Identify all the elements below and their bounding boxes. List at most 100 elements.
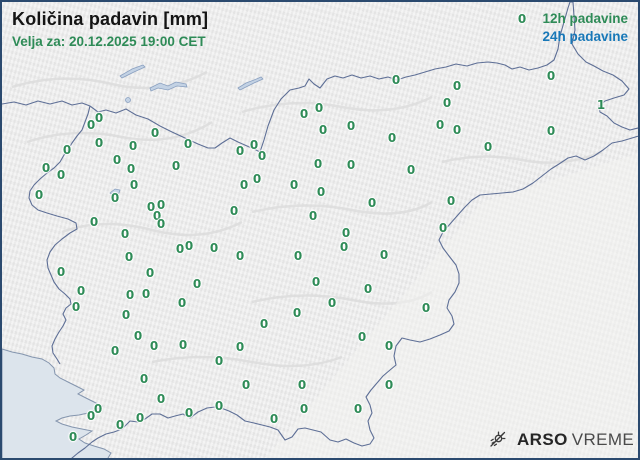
station-value-marker: 0 [150,126,160,140]
station-value-marker: 0 [452,123,462,137]
lakes [109,64,264,196]
station-value-marker: 0 [318,123,328,137]
station-value-marker: 0 [120,227,130,241]
page-title: Količina padavin [mm] [12,9,209,29]
station-value-marker: 1 [596,98,606,112]
station-value-marker: 0 [257,149,267,163]
station-value-marker: 0 [435,118,445,132]
station-value-marker: 0 [446,194,456,208]
station-value-marker: 0 [299,402,309,416]
station-value-marker: 0 [41,161,51,175]
station-value-marker: 0 [124,250,134,264]
station-value-marker: 0 [452,79,462,93]
legend-item-24h[interactable]: 24h padavine [542,29,628,45]
station-value-marker: 0 [89,215,99,229]
station-value-marker: 0 [367,196,377,210]
station-value-marker: 0 [34,188,44,202]
station-value-marker: 0 [110,344,120,358]
station-value-marker: 0 [314,101,324,115]
station-value-marker: 0 [517,12,527,26]
station-value-marker: 0 [184,406,194,420]
station-value-marker: 0 [129,178,139,192]
station-value-marker: 0 [110,191,120,205]
station-value-marker: 0 [391,73,401,87]
station-value-marker: 0 [346,119,356,133]
station-value-marker: 0 [438,221,448,235]
station-value-marker: 0 [357,330,367,344]
station-value-marker: 0 [112,153,122,167]
station-value-marker: 0 [178,338,188,352]
station-value-marker: 0 [235,249,245,263]
station-value-marker: 0 [214,399,224,413]
station-value-marker: 0 [156,198,166,212]
station-value-marker: 0 [145,266,155,280]
station-value-marker: 0 [214,354,224,368]
station-value-marker: 0 [308,209,318,223]
station-value-marker: 0 [93,402,103,416]
station-value-marker: 0 [353,402,363,416]
station-value-marker: 0 [115,418,125,432]
station-value-marker: 0 [135,411,145,425]
station-value-marker: 0 [68,430,78,444]
station-value-marker: 0 [156,392,166,406]
terrain-shading [11,70,603,368]
station-value-marker: 0 [125,288,135,302]
station-value-marker: 0 [141,287,151,301]
border-slovenia-west [28,105,91,365]
arso-vreme-logo[interactable]: ARSO VREME [488,430,634,450]
legend: 12h padavine 24h padavine [542,10,628,46]
station-value-marker: 0 [341,226,351,240]
station-value-marker: 0 [71,300,81,314]
station-value-marker: 0 [316,185,326,199]
station-value-marker: 0 [229,204,239,218]
station-value-marker: 0 [184,239,194,253]
station-value-marker: 0 [86,409,96,423]
station-value-marker: 0 [56,168,66,182]
station-value-marker: 0 [183,137,193,151]
station-value-marker: 0 [192,277,202,291]
station-value-marker: 0 [241,378,251,392]
station-value-marker: 0 [76,284,86,298]
station-value-marker: 0 [387,131,397,145]
station-value-marker: 0 [311,275,321,289]
station-value-marker: 0 [209,241,219,255]
border-slovenia-main [71,2,638,458]
station-value-marker: 0 [442,96,452,110]
station-value-marker: 0 [259,317,269,331]
station-value-marker: 0 [177,296,187,310]
legend-item-12h[interactable]: 12h padavine [542,11,628,26]
station-value-marker: 0 [133,329,143,343]
brand-bold: ARSO [517,430,568,449]
station-value-marker: 0 [483,140,493,154]
station-value-marker: 0 [94,136,104,150]
station-value-marker: 0 [171,159,181,173]
station-value-marker: 0 [327,296,337,310]
station-value-marker: 0 [313,157,323,171]
station-value-marker: 0 [139,372,149,386]
sun-rain-icon [490,431,506,447]
station-value-marker: 0 [292,306,302,320]
station-value-marker: 0 [421,301,431,315]
station-value-marker: 0 [86,118,96,132]
station-value-marker: 0 [152,209,162,223]
station-value-marker: 0 [235,144,245,158]
station-value-marker: 0 [156,217,166,231]
station-value-marker: 0 [121,308,131,322]
station-value-marker: 0 [235,340,245,354]
station-value-marker: 0 [252,172,262,186]
adriatic-sea [2,348,112,458]
brand-regular: VREME [571,430,635,449]
station-value-marker: 0 [146,200,156,214]
station-value-marker: 0 [269,412,279,426]
station-value-marker: 0 [297,378,307,392]
station-value-marker: 0 [546,69,556,83]
station-value-marker: 0 [346,158,356,172]
station-value-marker: 0 [299,107,309,121]
station-value-marker: 0 [239,178,249,192]
map-header: Količina padavin [mm] Velja za: 20.12.20… [12,8,208,50]
station-value-marker: 0 [406,163,416,177]
